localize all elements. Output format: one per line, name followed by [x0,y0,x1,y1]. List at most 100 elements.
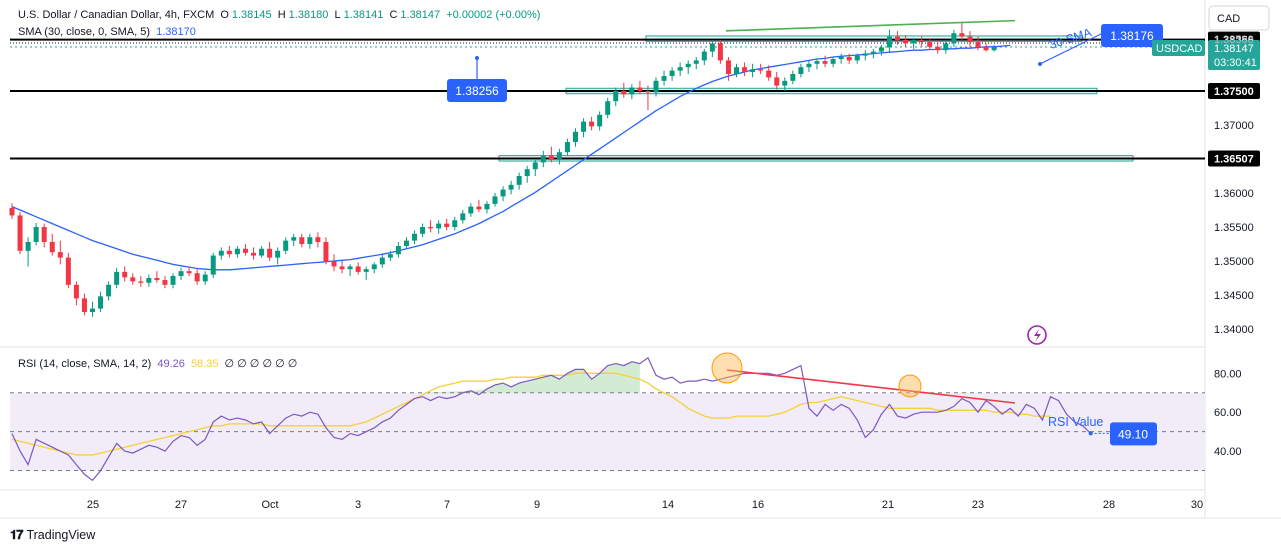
rsi-label[interactable]: RSI (14, close, SMA, 14, 2) [18,358,152,370]
sma-label[interactable]: SMA (30, close, 0, SMA, 5) [18,26,151,38]
candle-body [114,271,120,285]
candle [363,266,369,281]
price-axis[interactable]: 1.34000 1.34500 1.35000 1.35500 1.36000 1.370… [1152,31,1260,459]
candle-body [178,271,184,276]
candle-body [862,53,868,56]
candle [951,29,957,47]
rsi-tick-label: 60.00 [1214,407,1242,419]
candle-body [556,152,562,159]
candle-body [581,121,587,132]
rsi-peak-marker [898,374,922,398]
currency-button[interactable]: CAD [1208,5,1270,31]
candle-body [693,60,699,64]
candle-body [347,266,353,270]
candle-body [234,248,240,255]
candle [98,291,104,312]
candle-body [613,91,619,102]
candle [41,223,47,248]
candle-body [677,67,683,71]
candle-body [130,277,136,282]
candle-body [315,237,321,242]
candle [114,267,120,289]
tradingview-logo[interactable]: 𝟏𝟕 TradingView [10,527,95,543]
candle [548,146,554,163]
time-axis[interactable]: 25 27 Oct 3 7 9 14 16 21 23 28 30 [87,499,1203,511]
price-tick-label: 1.36000 [1214,188,1254,200]
candle-body [838,57,844,60]
candle [919,36,925,47]
candle-body [25,241,31,251]
candle [90,301,95,317]
candle [878,44,884,56]
time-tick-label: 27 [175,499,187,511]
candle [210,252,216,278]
candle-body [9,207,15,216]
candle-body [251,252,256,256]
time-tick-label: 30 [1191,499,1203,511]
candle [806,60,812,72]
candle [685,60,691,74]
rsi-legend: RSI (14, close, SMA, 14, 2) 49.26 58.35 … [18,357,300,370]
candle [621,82,627,98]
lightning-icon[interactable] [1027,325,1047,345]
price-tick-label: 1.34000 [1214,324,1254,336]
change-value: +0.00002 (+0.00%) [446,9,541,21]
candle-body [758,69,764,71]
candle-body [645,91,651,93]
candle-body [138,281,144,283]
candle [653,77,659,97]
ticker-label: USDCAD [1156,43,1203,55]
candle [339,261,345,274]
candle [299,233,305,248]
candle [323,237,329,265]
candle [846,53,852,64]
candle [677,62,683,77]
candle-body [291,237,297,241]
candle [524,165,530,183]
candle [637,80,643,95]
candle-body [605,101,611,115]
candle [822,55,828,68]
symbol-title[interactable]: U.S. Dollar / Canadian Dollar, 4h, FXCM [18,9,215,21]
candle-body [669,70,675,77]
candle-body [387,254,393,258]
candle [251,247,256,260]
candle-body [854,55,860,61]
candle-body [146,278,152,283]
candles [9,23,997,317]
candle-body [162,280,168,285]
candle [331,254,337,272]
countdown-label: 03:30:41 [1214,57,1257,69]
candle [774,71,780,90]
currency-label: CAD [1217,13,1240,25]
time-tick-label: 16 [752,499,764,511]
price-legend: U.S. Dollar / Canadian Dollar, 4h, FXCM … [18,9,543,21]
candle-body [943,43,949,51]
candle [170,273,176,289]
candle [500,186,506,202]
candle-body [259,248,265,256]
candle-body [774,77,780,86]
rsi-value-box [1110,422,1157,446]
rsi-value-dot [1088,431,1093,436]
candle [709,40,715,57]
candle-body [790,74,796,81]
candle [226,246,232,258]
level-axis-box [1208,150,1260,167]
rsi-legend-value: 49.26 [157,358,185,370]
candle-body [90,308,95,312]
last-price-label: 1.38147 [1214,43,1254,55]
candle-body [299,237,305,244]
candle-body [967,36,973,43]
candle [903,35,909,47]
candle-body [742,67,748,72]
time-tick-label: 25 [87,499,99,511]
candle-body [323,241,329,261]
candle [218,247,224,260]
level-axis-label: 1.37500 [1214,86,1254,98]
candle [460,210,466,224]
time-tick-label: Oct [261,499,278,511]
candle-body [275,250,281,258]
candle-body [226,250,232,255]
candle [428,220,434,233]
